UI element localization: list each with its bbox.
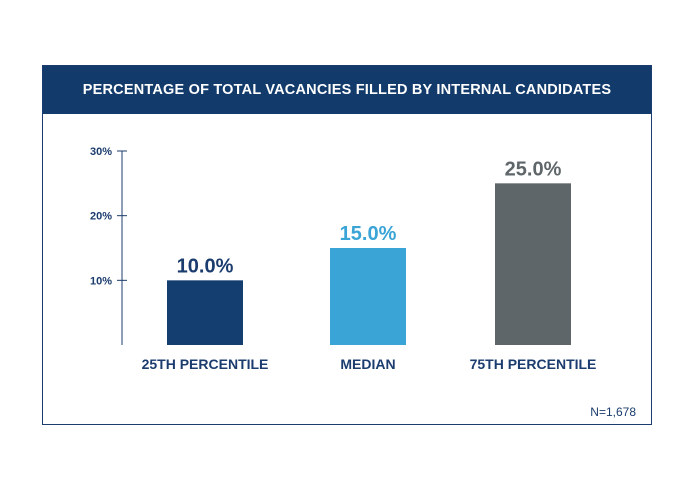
bar-3 — [495, 183, 571, 345]
value-label-3: 25.0% — [505, 158, 562, 180]
y-tick-label: 30% — [90, 146, 112, 158]
category-label-1: 25TH PERCENTILE — [142, 356, 269, 372]
sample-size-note: N=1,678 — [590, 405, 636, 419]
value-label-2: 15.0% — [340, 223, 397, 245]
y-axis: 10% 20% 30% — [90, 146, 127, 345]
value-labels: 10.0% 15.0% 25.0% — [177, 158, 562, 277]
y-tick-label: 20% — [90, 211, 112, 223]
bar-1 — [167, 280, 243, 345]
bar-2 — [330, 248, 406, 345]
y-tick-label: 10% — [90, 275, 112, 287]
x-axis-labels: 25TH PERCENTILE MEDIAN 75TH PERCENTILE — [142, 356, 597, 372]
category-label-2: MEDIAN — [340, 356, 395, 372]
value-label-1: 10.0% — [177, 255, 234, 277]
chart-title: PERCENTAGE OF TOTAL VACANCIES FILLED BY … — [43, 66, 651, 114]
category-label-3: 75TH PERCENTILE — [470, 356, 597, 372]
bars — [167, 183, 571, 345]
